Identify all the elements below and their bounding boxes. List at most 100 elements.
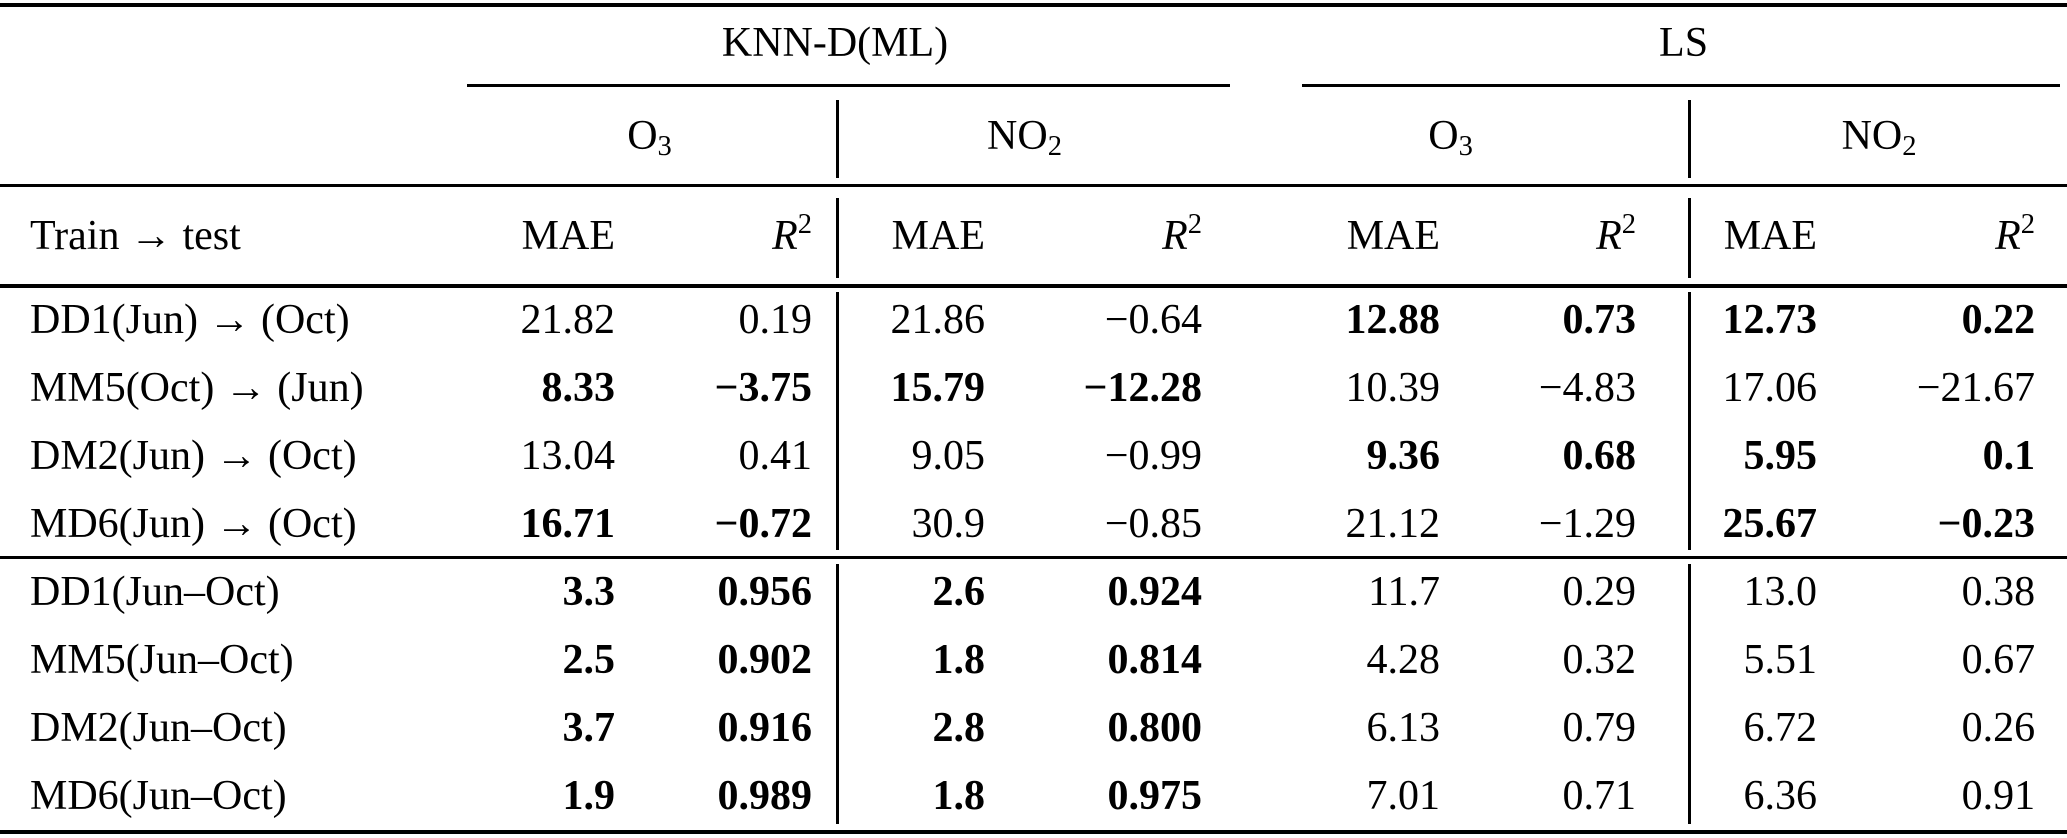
- table-cell: 16.71: [520, 501, 616, 547]
- table-cell: 0.73: [1562, 297, 1637, 343]
- table-row: DM2(Jun–Oct) 3.7 0.916 2.8 0.800 6.13 0.…: [0, 694, 2067, 762]
- table-cell: 21.82: [520, 297, 616, 343]
- table-cell: 0.68: [1562, 433, 1637, 479]
- species-symbol: O: [1428, 113, 1459, 159]
- table-rule-top: [0, 3, 2067, 7]
- species-symbol: O: [627, 113, 658, 159]
- species-symbol: NO: [1841, 113, 1903, 159]
- r-exponent: 2: [1621, 209, 1637, 241]
- knn-column-divider: [836, 292, 839, 550]
- table-cell: 0.32: [1562, 637, 1637, 683]
- r-symbol: R: [1596, 213, 1622, 259]
- table-cell: 0.956: [717, 569, 813, 615]
- transfer-block: DD1(Jun) → (Oct) 21.82 0.19 21.86 −0.64 …: [0, 286, 2067, 558]
- table-cell: 2.5: [562, 637, 616, 683]
- table-cell: 8.33: [541, 365, 616, 411]
- table-cell: −0.23: [1937, 501, 2036, 547]
- r2-header: R2: [1822, 186, 2067, 286]
- mae-header: MAE: [1723, 213, 1818, 259]
- row-label: DD1(Jun–Oct): [30, 569, 280, 615]
- table-cell: 0.916: [717, 705, 813, 751]
- table-cell: 0.91: [1961, 773, 2036, 819]
- table-cell: 9.36: [1366, 433, 1441, 479]
- table-cell: 0.71: [1562, 773, 1637, 819]
- table-cell: 12.73: [1722, 297, 1818, 343]
- table-cell: 3.7: [562, 705, 616, 751]
- table-cell: −12.28: [1083, 365, 1203, 411]
- table-row: DD1(Jun) → (Oct) 21.82 0.19 21.86 −0.64 …: [0, 286, 2067, 354]
- r-exponent: 2: [1187, 209, 1203, 241]
- row-label: DM2(Jun) → (Oct): [30, 433, 357, 479]
- table-cell: 25.67: [1722, 501, 1818, 547]
- group-header-ls: LS: [1659, 20, 1709, 66]
- table-cell: 9.05: [911, 433, 986, 479]
- row-label: MD6(Jun) → (Oct): [30, 501, 357, 547]
- table-cell: −0.64: [1104, 297, 1203, 343]
- r2-header: R2: [1445, 186, 1691, 286]
- corner-blank: [0, 0, 460, 86]
- table-cell: −4.83: [1538, 365, 1637, 411]
- ls-group-rule: [1302, 84, 2060, 87]
- table-cell: 0.22: [1961, 297, 2036, 343]
- table-cell: 11.7: [1368, 569, 1441, 615]
- table-cell: −1.29: [1538, 501, 1637, 547]
- table-cell: 17.06: [1722, 365, 1818, 411]
- table-cell: 6.72: [1743, 705, 1818, 751]
- r-symbol: R: [772, 213, 798, 259]
- species-header-o3-knn: O3: [460, 86, 839, 186]
- table-cell: 21.12: [1345, 501, 1441, 547]
- table-cell: −0.72: [714, 501, 812, 547]
- table-cell: −21.67: [1916, 365, 2036, 411]
- table-row: MD6(Jun) → (Oct) 16.71 −0.72 30.9 −0.85 …: [0, 490, 2067, 558]
- ls-column-divider: [1688, 198, 1691, 278]
- table-row: MD6(Jun–Oct) 1.9 0.989 1.8 0.975 7.01 0.…: [0, 762, 2067, 830]
- table-cell: 13.0: [1743, 569, 1818, 615]
- ls-column-divider: [1688, 100, 1691, 178]
- table-cell: 13.04: [520, 433, 616, 479]
- knn-column-divider: [836, 198, 839, 278]
- table-cell: 1.8: [932, 637, 986, 683]
- row-label: MD6(Jun–Oct): [30, 773, 287, 819]
- species-header-no2-ls: NO2: [1691, 86, 2067, 186]
- table-cell: 5.51: [1743, 637, 1818, 683]
- r2-header: R2: [620, 186, 839, 286]
- table-cell: 0.989: [717, 773, 813, 819]
- table-cell: 0.814: [1107, 637, 1203, 683]
- table-cell: 6.36: [1743, 773, 1818, 819]
- table-cell: 0.975: [1107, 773, 1203, 819]
- table-cell: 10.39: [1345, 365, 1441, 411]
- stub-blank: [0, 86, 460, 186]
- table-cell: 6.13: [1366, 705, 1441, 751]
- species-subscript: 2: [1047, 131, 1062, 163]
- train-test-header: Train → test: [30, 213, 241, 259]
- table-cell: 7.01: [1366, 773, 1441, 819]
- table-cell: 2.8: [932, 705, 986, 751]
- r-exponent: 2: [2020, 209, 2036, 241]
- table-cell: −3.75: [714, 365, 812, 411]
- table-cell: 0.19: [738, 297, 813, 343]
- table-cell: 5.95: [1743, 433, 1818, 479]
- table-cell: 2.6: [932, 569, 986, 615]
- table-cell: 0.1: [1982, 433, 2036, 479]
- table-cell: 4.28: [1366, 637, 1441, 683]
- species-symbol: NO: [987, 113, 1048, 159]
- table-cell: 0.41: [738, 433, 813, 479]
- knn-group-rule: [467, 84, 1230, 87]
- species-subscript: 3: [1458, 131, 1473, 163]
- r-symbol: R: [1162, 213, 1188, 259]
- mae-header: MAE: [891, 213, 985, 259]
- table-cell: 3.3: [562, 569, 616, 615]
- group-header-knn: KNN-D(ML): [721, 20, 949, 66]
- table-cell: 0.67: [1961, 637, 2036, 683]
- ls-column-divider: [1688, 292, 1691, 550]
- table-cell: 0.29: [1562, 569, 1637, 615]
- table-cell: 30.9: [911, 501, 986, 547]
- row-label: DM2(Jun–Oct): [30, 705, 287, 751]
- table-cell: 0.79: [1562, 705, 1637, 751]
- table-cell: 0.924: [1107, 569, 1203, 615]
- table-row: MM5(Jun–Oct) 2.5 0.902 1.8 0.814 4.28 0.…: [0, 626, 2067, 694]
- table-cell: 15.79: [890, 365, 986, 411]
- knn-column-divider: [836, 100, 839, 178]
- knn-column-divider: [836, 564, 839, 824]
